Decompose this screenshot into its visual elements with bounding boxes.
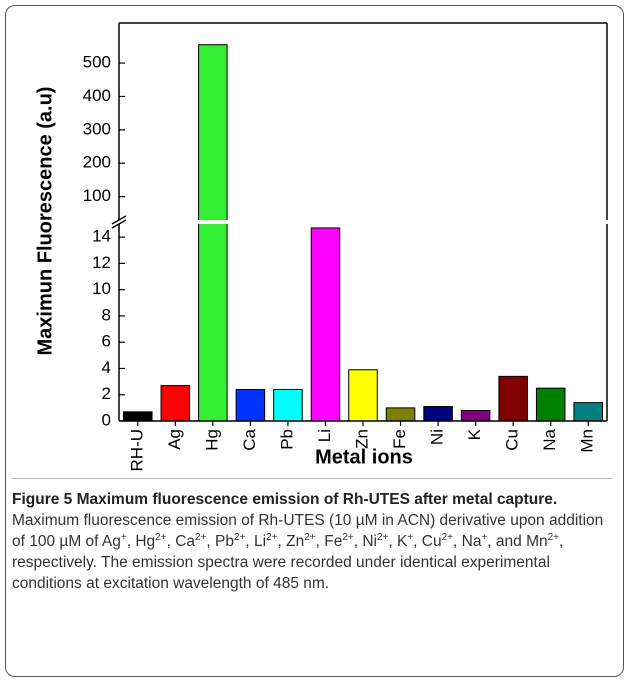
x-tick-label: Mn [578,429,597,453]
superscript: 2+ [304,531,316,543]
caption-text: , Na [453,533,482,550]
caption-text: , Li [245,533,267,550]
superscript: + [120,531,127,543]
x-tick-label: Pb [277,429,296,450]
caption-text: , Hg [126,533,156,550]
superscript: 2+ [195,531,207,543]
y-tick-label: 400 [83,86,111,105]
bar [235,388,266,422]
caption: Figure 5 Maximum fluorescence emission o… [12,478,612,594]
y-tick-label: 4 [102,358,111,377]
caption-text: , Ca [166,533,196,550]
caption-text: , Fe [315,533,343,550]
y-tick-label: 300 [83,119,111,138]
y-tick-label: 14 [92,227,111,246]
bar [348,369,378,422]
bar [573,402,603,422]
y-axis-title: Maximun Fluorescence (a.u) [34,87,56,356]
caption-text: , respectively. The emission spectra wer… [12,533,564,592]
x-tick-label: Zn [352,429,371,449]
bar [160,385,191,422]
bar [460,409,491,422]
caption-text: , and Mn [487,533,548,550]
x-tick-label: Ag [165,429,184,450]
y-tick-label: 500 [83,53,111,72]
y-tick-label: 200 [83,153,111,172]
superscript: 2+ [266,531,278,543]
x-axis-title: Metal ions [315,446,413,468]
x-tick-label: RH-U [127,429,146,472]
x-tick-label: Ca [240,428,259,450]
figure-frame: Maximun Fluorescence (a.u) Metal ions RH… [5,5,624,677]
bar [198,44,228,422]
superscript: 2+ [342,531,354,543]
bar [310,227,341,422]
y-tick-label: 0 [102,410,111,429]
y-tick-label: 10 [92,279,111,298]
caption-body: Maximum fluorescence emission of Rh-UTES… [12,512,603,592]
caption-text: , Pb [206,533,234,550]
x-tick-label: Ni [428,429,447,445]
y-tick-label: 2 [102,384,111,403]
superscript: + [481,531,488,543]
chart: Maximun Fluorescence (a.u) Metal ions RH… [34,22,608,472]
superscript: 2+ [547,531,560,543]
bar [123,411,153,422]
superscript: 2+ [234,531,246,543]
x-tick-label: Li [315,429,334,442]
bar [535,387,566,422]
caption-text: , K [388,533,408,550]
x-tick-label: Cu [503,429,522,451]
superscript: 2+ [376,531,389,543]
y-tick-label: 6 [102,332,111,351]
y-tick-label: 12 [92,253,111,272]
y-tick-label: 100 [83,186,111,205]
x-tick-label: Fe [390,429,409,449]
bar [273,388,303,422]
bar [423,406,453,422]
bar [385,407,416,422]
break-mark [111,215,127,225]
bar [498,375,528,422]
x-tick-label: K [465,428,484,440]
superscript: 2+ [155,531,167,543]
caption-text: , Ni [353,533,377,550]
caption-text: Maximum fluorescence emission of Rh-UTES… [12,512,604,550]
axis-break-gap [197,220,229,224]
superscript: + [407,531,414,543]
superscript: 2+ [441,531,454,543]
x-tick-label: Na [540,428,559,450]
x-tick-label: Hg [202,429,221,451]
y-tick-label: 8 [102,305,111,324]
caption-text: , Cu [413,533,442,550]
caption-title: Figure 5 Maximum fluorescence emission o… [12,491,558,508]
break-mark [111,219,127,229]
caption-text: , Zn [277,533,305,550]
